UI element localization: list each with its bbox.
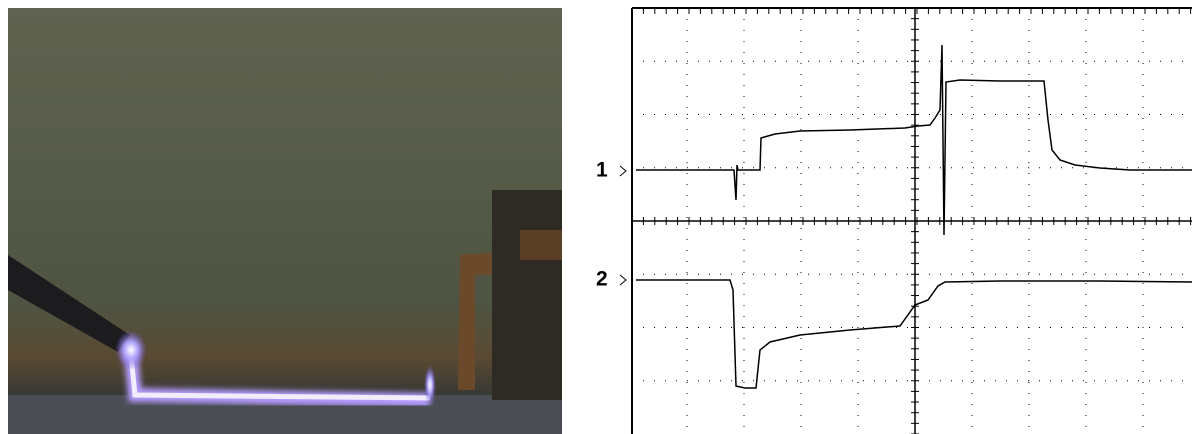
channel-label: 1 bbox=[596, 159, 608, 182]
probe-tip-glow bbox=[115, 330, 147, 370]
photo-background bbox=[8, 8, 562, 434]
trace-2 bbox=[636, 279, 1192, 389]
channel-marker bbox=[619, 165, 627, 177]
photo bbox=[8, 8, 562, 434]
channel-label: 2 bbox=[596, 268, 608, 291]
channel-marker bbox=[619, 274, 627, 286]
nut bbox=[520, 230, 562, 260]
clamp bbox=[492, 190, 562, 400]
trace-1 bbox=[636, 44, 1192, 236]
probe bbox=[8, 255, 130, 352]
electrode-glow bbox=[424, 365, 436, 405]
bracket bbox=[458, 250, 520, 400]
oscilloscope: 1 2 bbox=[596, 7, 1192, 434]
